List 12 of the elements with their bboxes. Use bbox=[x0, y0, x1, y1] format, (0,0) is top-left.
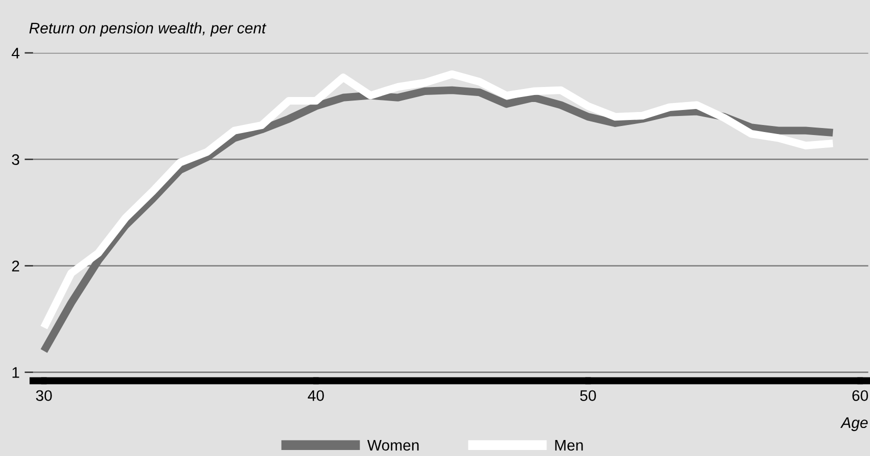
y-tick-label: 4 bbox=[12, 48, 20, 58]
y-tick-label: 3 bbox=[12, 154, 20, 166]
x-tick-label: 60 bbox=[852, 390, 868, 402]
x-tick-label: 30 bbox=[36, 390, 52, 402]
x-axis-title: Age bbox=[840, 417, 868, 432]
y-tick-label: 1 bbox=[12, 367, 20, 378]
legend-label: Women bbox=[367, 440, 419, 451]
x-tick-label: 50 bbox=[580, 390, 596, 402]
y-axis-title: Return on pension wealth, per cent bbox=[29, 22, 266, 37]
x-tick-label: 40 bbox=[308, 390, 324, 402]
legend-label: Men bbox=[555, 440, 583, 451]
y-tick-label: 2 bbox=[12, 260, 20, 272]
